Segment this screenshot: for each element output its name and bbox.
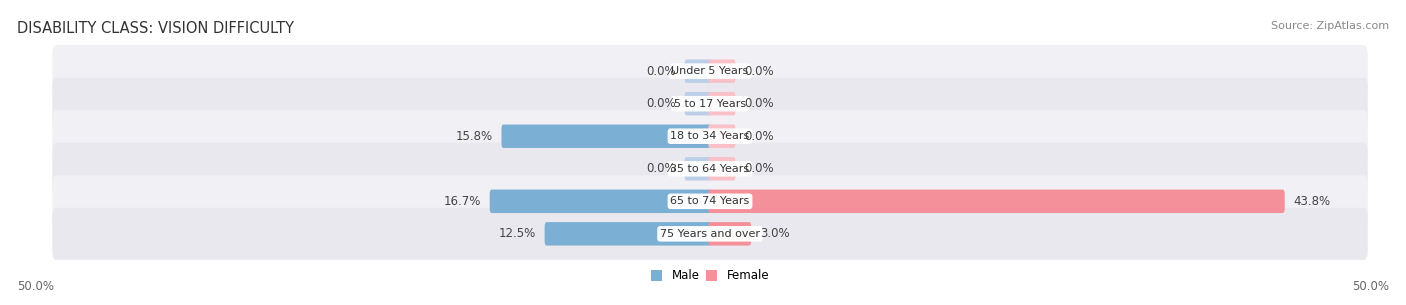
Text: DISABILITY CLASS: VISION DIFFICULTY: DISABILITY CLASS: VISION DIFFICULTY xyxy=(17,21,294,36)
Text: 0.0%: 0.0% xyxy=(647,97,676,110)
FancyBboxPatch shape xyxy=(52,110,1368,162)
Text: 0.0%: 0.0% xyxy=(647,162,676,175)
Text: 3.0%: 3.0% xyxy=(759,227,789,240)
Text: 0.0%: 0.0% xyxy=(744,97,773,110)
FancyBboxPatch shape xyxy=(544,222,711,246)
Text: 0.0%: 0.0% xyxy=(647,65,676,78)
Text: 0.0%: 0.0% xyxy=(744,65,773,78)
FancyBboxPatch shape xyxy=(709,124,735,148)
FancyBboxPatch shape xyxy=(52,175,1368,227)
Text: 16.7%: 16.7% xyxy=(444,195,481,208)
FancyBboxPatch shape xyxy=(489,190,711,213)
Legend: Male, Female: Male, Female xyxy=(645,265,775,287)
FancyBboxPatch shape xyxy=(52,208,1368,260)
Text: 43.8%: 43.8% xyxy=(1294,195,1330,208)
FancyBboxPatch shape xyxy=(709,157,735,181)
Text: 0.0%: 0.0% xyxy=(744,162,773,175)
Text: 75 Years and over: 75 Years and over xyxy=(659,229,761,239)
FancyBboxPatch shape xyxy=(52,143,1368,195)
Text: 35 to 64 Years: 35 to 64 Years xyxy=(671,164,749,174)
FancyBboxPatch shape xyxy=(52,78,1368,130)
Text: 50.0%: 50.0% xyxy=(17,280,53,293)
FancyBboxPatch shape xyxy=(709,190,1285,213)
Text: Source: ZipAtlas.com: Source: ZipAtlas.com xyxy=(1271,21,1389,31)
FancyBboxPatch shape xyxy=(685,92,711,115)
Text: 18 to 34 Years: 18 to 34 Years xyxy=(671,131,749,141)
FancyBboxPatch shape xyxy=(685,59,711,83)
FancyBboxPatch shape xyxy=(709,92,735,115)
Text: 50.0%: 50.0% xyxy=(1353,280,1389,293)
FancyBboxPatch shape xyxy=(685,157,711,181)
FancyBboxPatch shape xyxy=(52,45,1368,97)
Text: 65 to 74 Years: 65 to 74 Years xyxy=(671,196,749,206)
Text: 15.8%: 15.8% xyxy=(456,130,494,143)
FancyBboxPatch shape xyxy=(709,59,735,83)
Text: 0.0%: 0.0% xyxy=(744,130,773,143)
FancyBboxPatch shape xyxy=(502,124,711,148)
Text: 12.5%: 12.5% xyxy=(499,227,536,240)
Text: 5 to 17 Years: 5 to 17 Years xyxy=(673,99,747,109)
FancyBboxPatch shape xyxy=(709,222,751,246)
Text: Under 5 Years: Under 5 Years xyxy=(672,66,748,76)
